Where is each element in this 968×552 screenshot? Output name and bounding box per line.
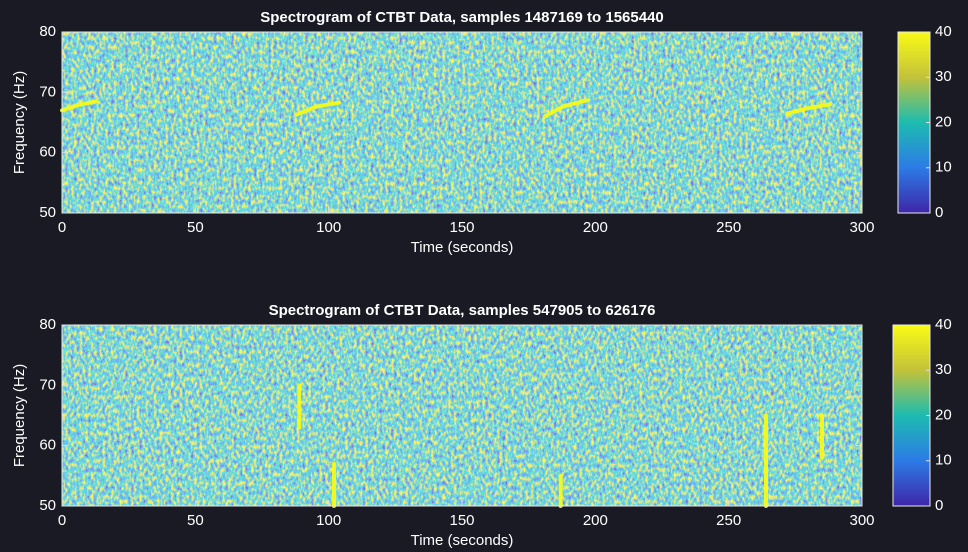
colorbar-tick-label: 0	[935, 497, 943, 514]
x-tick-label: 0	[58, 512, 66, 529]
colorbar	[898, 32, 930, 213]
x-tick-label: 50	[187, 512, 204, 529]
y-tick-label: 70	[39, 376, 56, 393]
colorbar-tick-label: 30	[935, 68, 952, 85]
x-tick-label: 50	[187, 219, 204, 236]
y-tick-label: 50	[39, 497, 56, 514]
y-tick-label: 50	[39, 204, 56, 221]
colorbar-tick-label: 40	[935, 23, 952, 40]
x-tick-label: 150	[449, 219, 474, 236]
y-tick-label: 70	[39, 83, 56, 100]
y-tick-label: 80	[39, 23, 56, 40]
x-tick-label: 150	[449, 512, 474, 529]
x-tick-label: 300	[849, 512, 874, 529]
colorbar-tick-label: 0	[935, 204, 943, 221]
spectrogram	[62, 325, 862, 506]
x-tick-label: 250	[716, 512, 741, 529]
x-axis-label: Time (seconds)	[411, 532, 514, 549]
x-axis-label: Time (seconds)	[411, 239, 514, 256]
chart-title: Spectrogram of CTBT Data, samples 148716…	[260, 9, 664, 26]
x-tick-label: 200	[583, 219, 608, 236]
y-axis-label: Frequency (Hz)	[11, 71, 28, 174]
tonal-track	[542, 98, 590, 119]
x-tick-label: 100	[316, 512, 341, 529]
x-tick-label: 200	[583, 512, 608, 529]
chart-title: Spectrogram of CTBT Data, samples 547905…	[269, 302, 656, 319]
colorbar	[893, 325, 930, 506]
y-tick-label: 60	[39, 437, 56, 454]
colorbar-tick-label: 10	[935, 452, 952, 469]
colorbar-tick-label: 10	[935, 159, 952, 176]
tonal-track	[60, 99, 99, 113]
colorbar-tick-label: 30	[935, 361, 952, 378]
colorbar-tick-label: 20	[935, 113, 952, 130]
y-axis-label: Frequency (Hz)	[11, 364, 28, 467]
spectrogram	[62, 32, 862, 213]
colorbar-tick-label: 20	[935, 406, 952, 423]
x-tick-label: 100	[316, 219, 341, 236]
tonal-track	[294, 100, 342, 117]
y-tick-label: 60	[39, 144, 56, 161]
y-tick-label: 80	[39, 316, 56, 333]
colorbar-tick-label: 40	[935, 316, 952, 333]
x-tick-label: 250	[716, 219, 741, 236]
tonal-track	[785, 102, 832, 116]
x-tick-label: 300	[849, 219, 874, 236]
x-tick-label: 0	[58, 219, 66, 236]
